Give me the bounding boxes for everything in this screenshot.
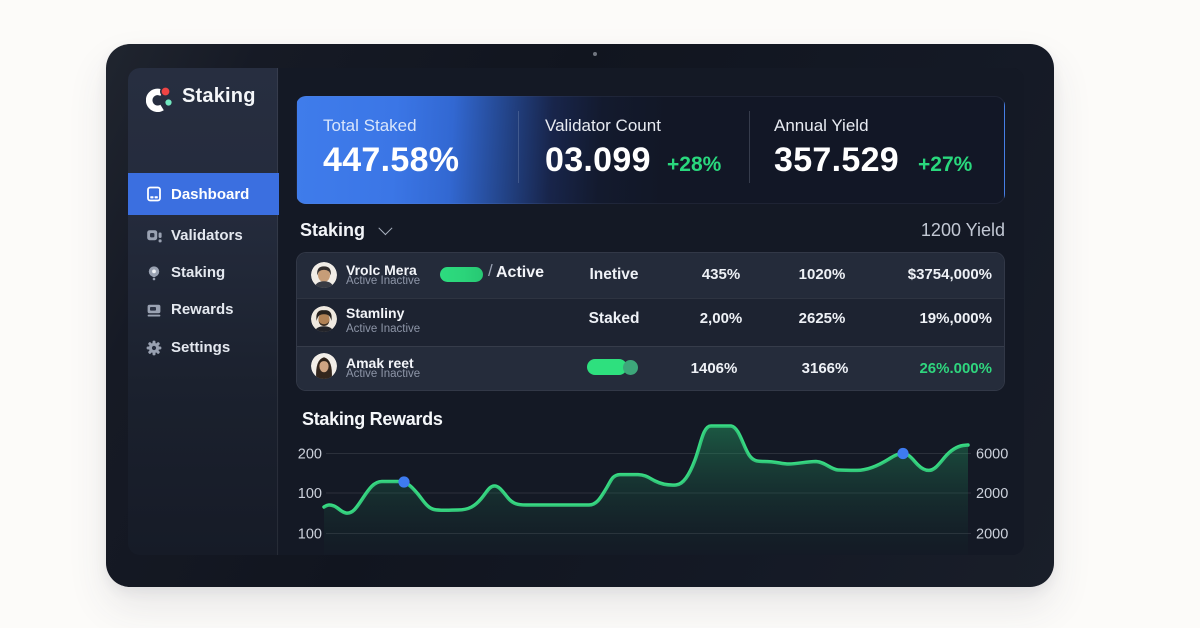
- svg-text:100: 100: [298, 486, 322, 502]
- svg-text:100: 100: [298, 527, 322, 543]
- svg-text:2000: 2000: [976, 527, 1008, 543]
- svg-text:6000: 6000: [976, 447, 1008, 463]
- svg-text:2000: 2000: [976, 486, 1008, 502]
- svg-text:200: 200: [298, 447, 322, 463]
